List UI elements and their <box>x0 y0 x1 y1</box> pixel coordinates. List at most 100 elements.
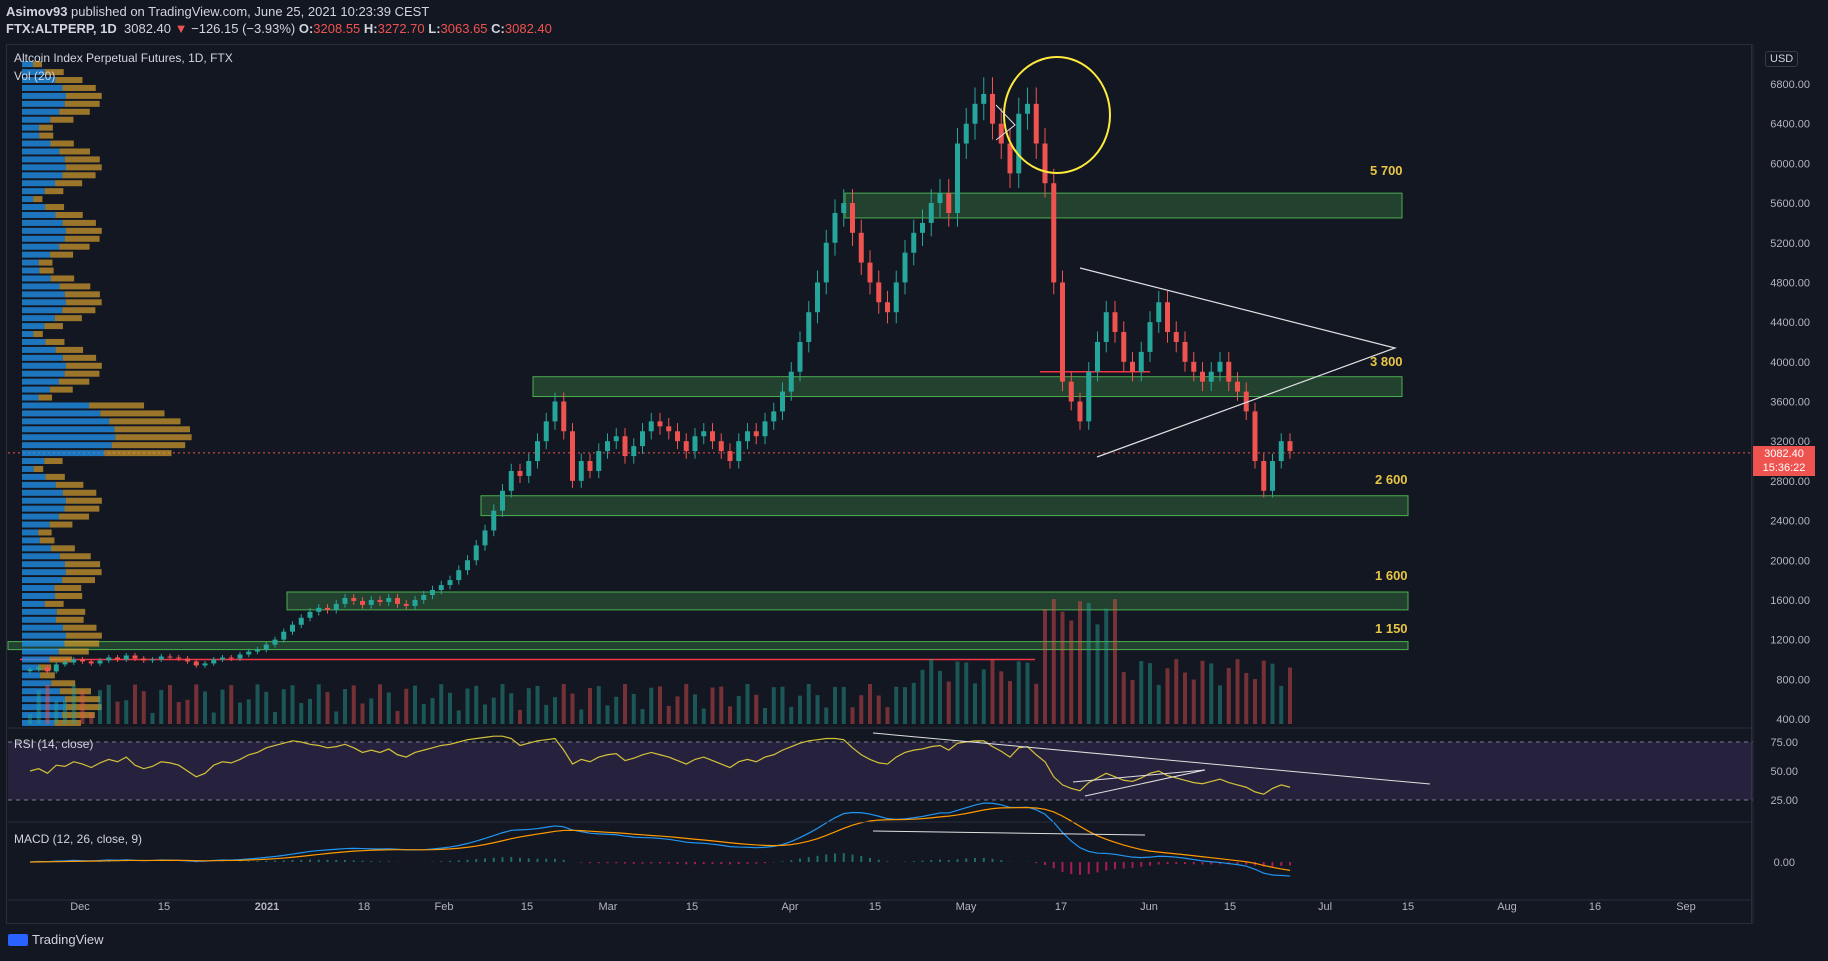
vp-bar-down <box>115 434 192 441</box>
vp-bar-up <box>22 219 63 226</box>
candle-body <box>447 580 453 586</box>
vp-bar-up <box>22 624 63 631</box>
candle-body <box>972 103 978 124</box>
vp-bar-down <box>44 69 64 76</box>
candle-body <box>1173 332 1179 342</box>
vp-bar-up <box>22 616 56 623</box>
candle-body <box>867 262 873 283</box>
vp-bar-up <box>22 712 63 719</box>
candle-body <box>771 411 777 422</box>
candle-body <box>911 232 917 253</box>
volume-bar <box>815 695 820 724</box>
candle-body <box>570 431 575 481</box>
vp-bar-down <box>65 569 102 576</box>
candle-body <box>832 212 838 243</box>
candle-body <box>482 530 488 546</box>
time-tick-label: 15 <box>869 901 881 913</box>
candle-body <box>963 123 969 144</box>
vp-bar-down <box>38 124 53 131</box>
volume-bar <box>211 712 216 724</box>
vp-bar-down <box>65 362 102 369</box>
vp-bar-up <box>22 211 56 218</box>
volume-bar <box>1270 663 1275 724</box>
candle-body <box>255 649 260 652</box>
tradingview-logo-icon[interactable] <box>8 933 28 946</box>
candle-body <box>1138 351 1144 372</box>
volume-bar <box>290 685 295 724</box>
vp-bar-down <box>56 608 86 615</box>
volume-bar <box>115 701 120 724</box>
time-tick-label: Dec <box>70 901 90 913</box>
candle-body <box>552 401 558 422</box>
volume-bar <box>824 707 829 724</box>
candle-body <box>167 656 173 658</box>
candle-body <box>823 242 829 283</box>
macd-signal-line <box>29 806 1291 871</box>
vp-bar-up <box>22 696 66 703</box>
vp-bar-down <box>64 235 100 242</box>
candle-body <box>237 654 243 659</box>
candle-body <box>1243 391 1249 412</box>
volume-bar <box>588 687 592 724</box>
vp-bar-down <box>62 172 96 179</box>
vp-bar-down <box>44 600 64 607</box>
candle-body <box>325 607 330 610</box>
volume-bar <box>54 701 59 724</box>
symbol: FTX:ALTPERP, 1D <box>6 21 117 36</box>
volume-bar <box>990 659 995 724</box>
volume-bar <box>658 686 662 724</box>
vp-bar-down <box>111 442 186 449</box>
candle-body <box>465 560 470 571</box>
volume-bar <box>1174 659 1179 724</box>
candle-body <box>578 461 584 481</box>
vp-bar-up <box>22 608 57 615</box>
vp-bar-up <box>22 640 65 647</box>
volume-bar <box>929 659 934 724</box>
vp-bar-up <box>22 116 51 123</box>
volume-bar <box>859 695 864 724</box>
time-tick-label: Jul <box>1318 901 1332 913</box>
candle-body <box>368 599 374 605</box>
candle-body <box>395 597 400 604</box>
candle-body <box>298 617 304 625</box>
vp-bar-up <box>22 458 45 465</box>
candle-body <box>377 599 383 602</box>
vp-bar-up <box>22 704 66 711</box>
vp-bar-up <box>22 672 41 679</box>
candles-layer[interactable] <box>27 77 1293 674</box>
change-value: −126.15 (−3.93%) <box>191 21 296 36</box>
vp-bar-up <box>22 521 50 528</box>
candle-body <box>587 461 593 471</box>
price-tick-label: 3600.00 <box>1770 397 1810 409</box>
sr-zone <box>844 192 1403 219</box>
author-name[interactable]: Asimov93 <box>6 4 68 19</box>
volume-bar <box>1218 685 1222 724</box>
vp-bar-up <box>22 259 39 266</box>
candle-body <box>412 599 418 606</box>
currency-button[interactable]: USD <box>1765 51 1799 67</box>
volume-bar <box>465 688 470 724</box>
candle-body <box>342 597 348 604</box>
vp-bar-up <box>22 84 63 91</box>
vp-bar-down <box>55 180 83 187</box>
rsi-legend: RSI (14, close) <box>14 737 94 751</box>
vp-bar-down <box>55 346 84 353</box>
volume-bar <box>675 696 680 724</box>
candle-body <box>850 203 855 233</box>
chart-frame[interactable] <box>6 44 1752 924</box>
rsi-band <box>8 741 1753 801</box>
volume-bar <box>1051 599 1056 724</box>
candle-body <box>727 451 733 462</box>
last-price: 3082.40 <box>124 21 171 36</box>
candle-body <box>1086 371 1092 422</box>
volume-bar <box>1139 661 1144 724</box>
price-tick-label: 4400.00 <box>1770 317 1810 329</box>
vp-bar-up <box>22 529 39 536</box>
volume-bar <box>701 708 706 724</box>
vp-bar-up <box>22 577 63 584</box>
candle-body <box>683 441 689 452</box>
vp-bar-down <box>59 148 91 155</box>
candle-body <box>858 232 864 263</box>
brand-name[interactable]: TradingView <box>32 932 104 947</box>
